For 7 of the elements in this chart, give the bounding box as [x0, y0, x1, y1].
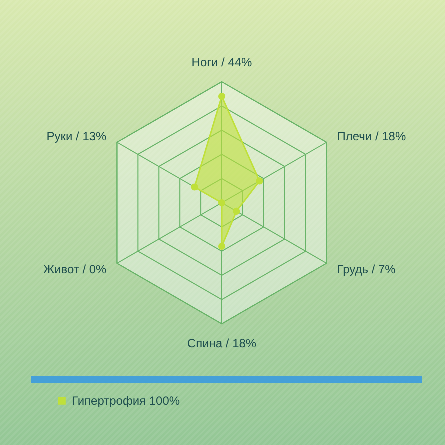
- spoke-label: Грудь / 7%: [337, 262, 396, 277]
- spoke-label: Руки / 13%: [46, 129, 108, 144]
- legend-label: Гипертрофия 100%: [72, 394, 180, 408]
- spoke-label: Ноги / 44%: [192, 56, 253, 70]
- spoke-label: Плечи / 18%: [337, 129, 406, 144]
- spoke-label: Живот / 0%: [43, 262, 108, 277]
- spoke-label: Спина / 18%: [187, 336, 257, 350]
